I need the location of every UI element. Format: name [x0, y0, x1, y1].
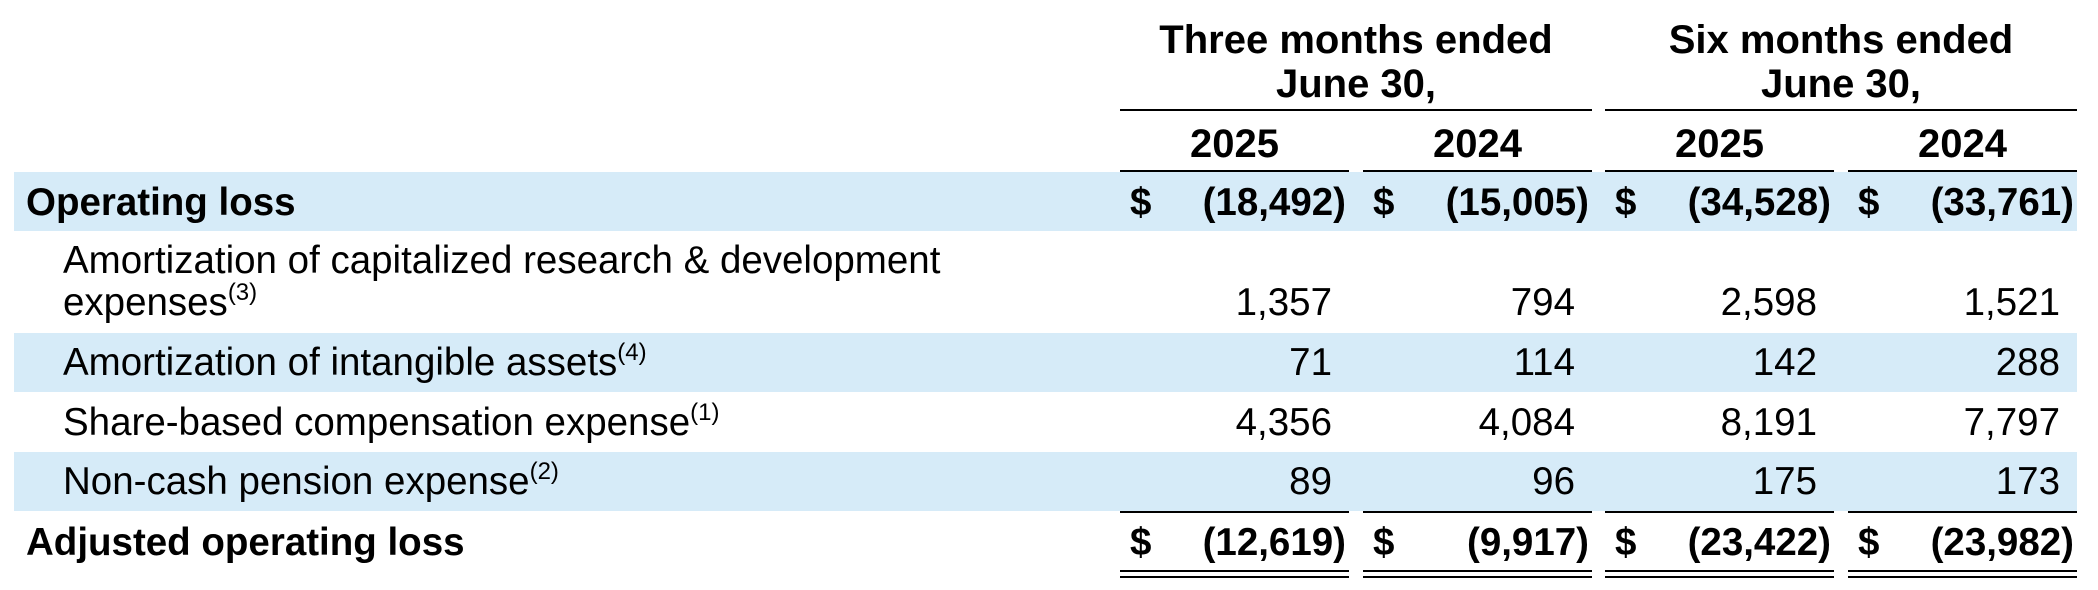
rule-year-2 — [1363, 170, 1592, 172]
rule-three-months — [1120, 109, 1592, 111]
value-amortization-rd-q-2024: 794 — [1510, 281, 1575, 324]
header-three-months-line2: June 30, — [1275, 62, 1437, 106]
currency-symbol: $ — [1130, 521, 1152, 564]
rule-year-3 — [1605, 170, 1834, 172]
header-six-months-line1: Six months ended — [1668, 18, 2014, 62]
band-pension — [14, 452, 2077, 511]
row-label-operating-loss: Operating loss — [26, 181, 296, 224]
rule-subtotal-1 — [1120, 511, 1349, 513]
footnote-marker: (1) — [690, 399, 720, 426]
value-amortization-intangible-q-2024: 114 — [1513, 341, 1575, 384]
double-rule-total-4 — [1848, 570, 2077, 578]
value-adjusted-h-2024: (23,982) — [1930, 521, 2074, 564]
value-amortization-intangible-q-2025: 71 — [1289, 341, 1332, 384]
header-three-months-line1: Three months ended — [1159, 18, 1553, 62]
value-amortization-intangible-h-2025: 142 — [1752, 341, 1817, 384]
footnote-marker: (3) — [227, 279, 258, 306]
double-rule-total-2 — [1363, 570, 1592, 578]
year-header-4: 2024 — [1918, 122, 2007, 166]
row-label-amortization-intangible: Amortization of intangible assets(4) — [63, 341, 647, 384]
value-adjusted-h-2025: (23,422) — [1687, 521, 1831, 564]
value-adjusted-q-2024: (9,917) — [1467, 521, 1589, 564]
value-operating-loss-h-2024: (33,761) — [1930, 181, 2074, 224]
value-share-based-comp-q-2025: 4,356 — [1235, 401, 1332, 444]
band-operating-loss — [14, 172, 2077, 231]
value-pension-q-2025: 89 — [1289, 460, 1332, 503]
value-operating-loss-h-2025: (34,528) — [1687, 181, 1831, 224]
value-share-based-comp-h-2024: 7,797 — [1963, 401, 2060, 444]
currency-symbol: $ — [1858, 521, 1880, 564]
row-label-adjusted-operating-loss: Adjusted operating loss — [26, 521, 465, 564]
currency-symbol: $ — [1373, 521, 1395, 564]
currency-symbol: $ — [1858, 181, 1880, 224]
row-label-pension: Non-cash pension expense(2) — [63, 460, 559, 503]
year-header-1: 2025 — [1190, 122, 1279, 166]
row-label-amortization-rd-line2: expenses(3) — [63, 281, 257, 324]
currency-symbol: $ — [1615, 521, 1637, 564]
band-intangible — [14, 333, 2077, 392]
rule-year-1 — [1120, 170, 1349, 172]
value-amortization-intangible-h-2024: 288 — [1995, 341, 2060, 384]
row-label-amortization-intangible-text: Amortization of intangible assets — [63, 341, 618, 384]
value-adjusted-q-2025: (12,619) — [1202, 521, 1346, 564]
rule-subtotal-3 — [1605, 511, 1834, 513]
value-share-based-comp-q-2024: 4,084 — [1478, 401, 1575, 444]
double-rule-total-1 — [1120, 570, 1349, 578]
value-amortization-rd-h-2025: 2,598 — [1720, 281, 1817, 324]
row-label-share-based-comp: Share-based compensation expense(1) — [63, 401, 719, 444]
rule-subtotal-2 — [1363, 511, 1592, 513]
rule-six-months — [1605, 109, 2077, 111]
value-pension-h-2025: 175 — [1752, 460, 1817, 503]
row-label-amortization-rd: Amortization of capitalized research & d… — [63, 239, 941, 282]
currency-symbol: $ — [1373, 181, 1395, 224]
value-amortization-rd-h-2024: 1,521 — [1963, 281, 2060, 324]
value-operating-loss-q-2025: (18,492) — [1202, 181, 1346, 224]
row-label-pension-text: Non-cash pension expense — [63, 460, 530, 503]
value-pension-h-2024: 173 — [1995, 460, 2060, 503]
currency-symbol: $ — [1615, 181, 1637, 224]
currency-symbol: $ — [1130, 181, 1152, 224]
footnote-marker: (4) — [617, 339, 647, 366]
double-rule-total-3 — [1605, 570, 1834, 578]
year-header-3: 2025 — [1675, 122, 1764, 166]
year-header-2: 2024 — [1433, 122, 1522, 166]
row-label-amortization-rd-line2-text: expenses — [63, 281, 228, 324]
value-operating-loss-q-2024: (15,005) — [1445, 181, 1589, 224]
value-amortization-rd-q-2025: 1,357 — [1235, 281, 1332, 324]
row-label-share-based-comp-text: Share-based compensation expense — [63, 401, 691, 444]
header-three-months: Three months ended June 30, — [1120, 20, 1592, 104]
rule-year-4 — [1848, 170, 2077, 172]
value-pension-q-2024: 96 — [1532, 460, 1575, 503]
value-share-based-comp-h-2025: 8,191 — [1720, 401, 1817, 444]
footnote-marker: (2) — [529, 458, 559, 485]
rule-subtotal-4 — [1848, 511, 2077, 513]
header-six-months: Six months ended June 30, — [1605, 20, 2077, 104]
header-six-months-line2: June 30, — [1760, 62, 1922, 106]
